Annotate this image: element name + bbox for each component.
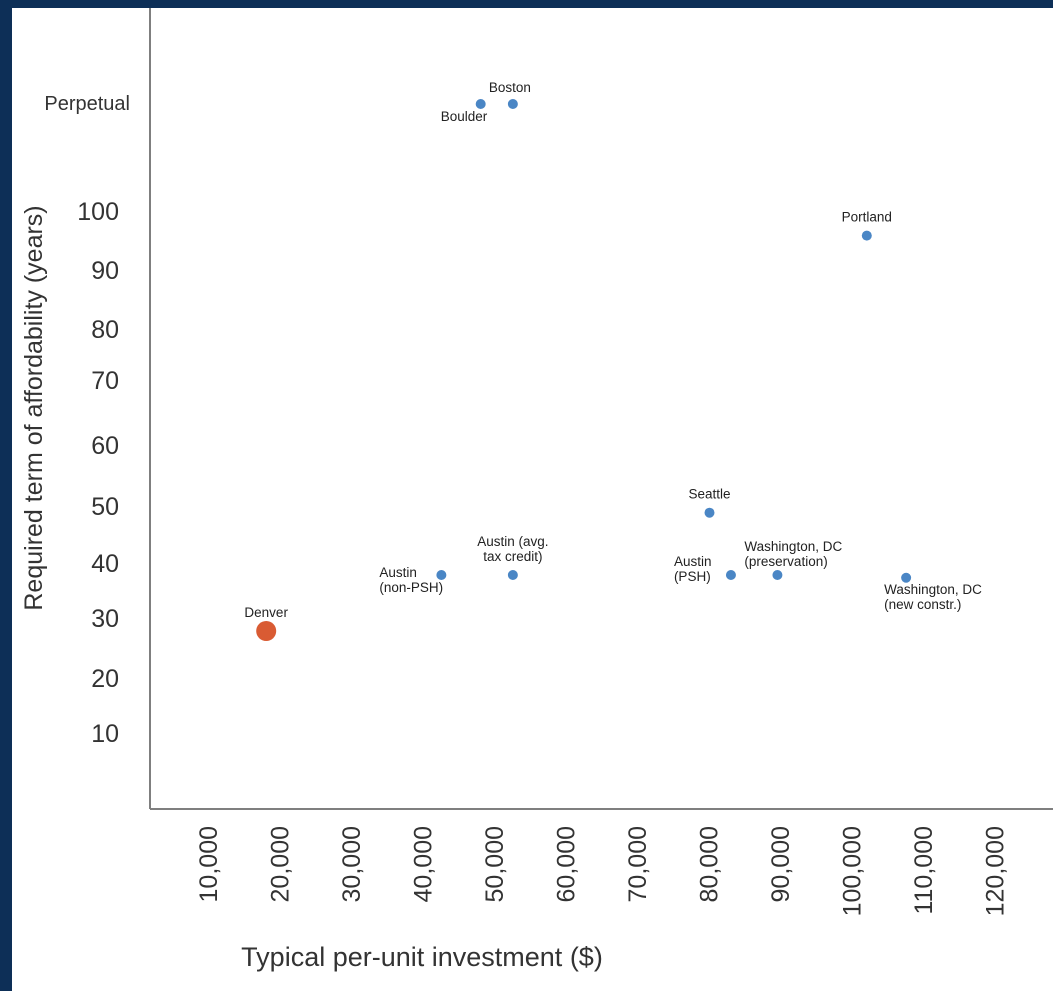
point-label: Austin (non-PSH): [379, 565, 443, 595]
y-tick-label: 80: [91, 316, 119, 344]
x-tick-labels: 10,000 20,000 30,000 40,000 50,000 60,000 70,0…: [195, 826, 1010, 916]
data-point: [507, 570, 518, 580]
highlight-point: [256, 621, 277, 641]
x-tick-label: 110,000: [910, 826, 938, 915]
data-points: [256, 99, 912, 641]
x-tick-label: 20,000: [267, 826, 295, 902]
data-point: [475, 99, 486, 109]
point-label: Denver: [244, 605, 288, 620]
axes: [149, 8, 1053, 810]
y-tick-label: 40: [91, 550, 119, 578]
x-tick-label: 40,000: [410, 826, 438, 902]
y-tick-label: 30: [91, 605, 119, 633]
point-label: Austin (avg. tax credit): [477, 534, 548, 564]
y-axis-label: Required term of affordability (years): [20, 205, 48, 610]
data-point: [507, 99, 518, 109]
point-label: Seattle: [688, 487, 730, 502]
y-tick-label: 50: [91, 493, 119, 521]
point-label: Boston: [489, 80, 531, 95]
y-tick-label: Perpetual: [44, 93, 130, 115]
data-point: [772, 570, 783, 580]
x-tick-label: 30,000: [338, 826, 366, 902]
point-label: Washington, DC (preservation): [744, 539, 842, 569]
chart-frame: 10 20 30 40 50 60 70 80 90 100 Perpetual 10,000 20,…: [12, 8, 1053, 991]
x-tick-label: 70,000: [624, 826, 652, 902]
scatter-chart: 10 20 30 40 50 60 70 80 90 100 Perpetual 10,000 20,…: [20, 8, 1053, 972]
x-tick-label: 10,000: [195, 826, 223, 902]
data-point: [861, 230, 872, 241]
point-label: Austin (PSH): [674, 554, 712, 584]
data-point: [901, 572, 912, 583]
y-tick-label: 90: [91, 257, 119, 285]
point-label: Boulder: [441, 109, 488, 124]
x-tick-label: 100,000: [839, 826, 867, 916]
x-tick-label: 60,000: [553, 826, 581, 902]
data-point: [704, 507, 715, 518]
y-tick-label: 20: [91, 665, 119, 693]
x-tick-label: 120,000: [982, 826, 1010, 916]
x-tick-label: 80,000: [696, 826, 724, 902]
y-tick-label: 70: [91, 367, 119, 395]
point-label: Portland: [842, 210, 892, 225]
data-point: [725, 570, 736, 580]
x-axis-label: Typical per-unit investment ($): [241, 942, 603, 972]
x-tick-label: 50,000: [481, 826, 509, 902]
y-tick-label: 100: [77, 198, 119, 226]
y-tick-label: 60: [91, 432, 119, 460]
y-tick-labels: 10 20 30 40 50 60 70 80 90 100 Perpetual: [44, 93, 130, 748]
y-tick-label: 10: [91, 720, 119, 748]
data-point: [436, 570, 447, 580]
x-tick-label: 90,000: [767, 826, 795, 902]
point-label: Washington, DC (new constr.): [884, 582, 982, 612]
